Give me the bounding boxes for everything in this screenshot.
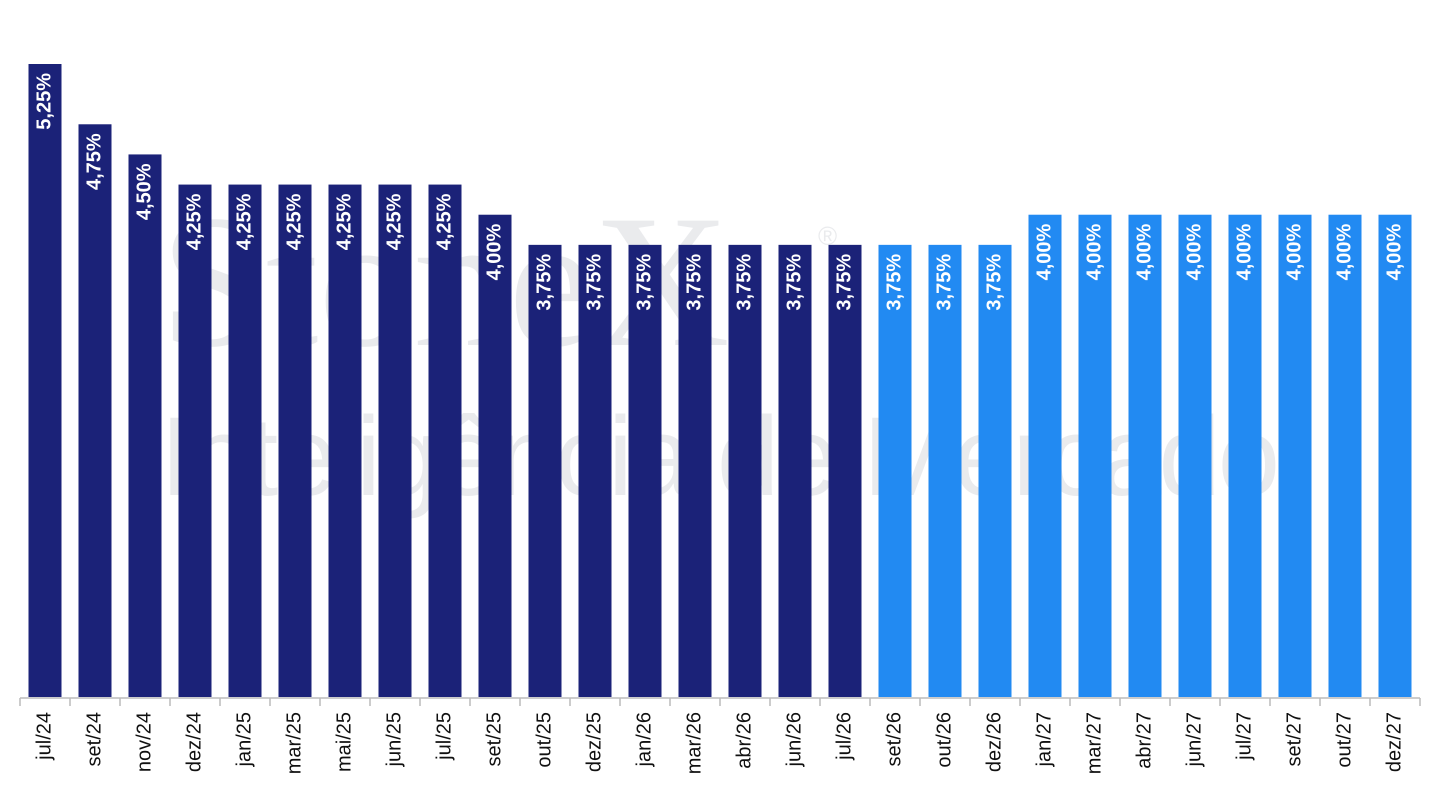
watermark: StoneX ® Inteligência de Mercado (160, 177, 1280, 519)
value-label: 4,25% (333, 193, 355, 250)
x-tick-label: dez/27 (1383, 712, 1405, 772)
bar (978, 244, 1012, 697)
bar (1328, 214, 1362, 697)
bar (1228, 214, 1262, 697)
value-label: 4,00% (483, 224, 505, 281)
x-tick-label: jan/25 (233, 712, 255, 768)
x-tick-label: nov/24 (133, 712, 155, 772)
bar (278, 184, 312, 698)
bar (228, 184, 262, 698)
x-tick-label: dez/25 (583, 712, 605, 772)
value-label: 4,00% (1033, 224, 1055, 281)
x-tick-label: abr/27 (1133, 712, 1155, 769)
value-label: 3,75% (583, 254, 605, 311)
value-label: 3,75% (983, 254, 1005, 311)
x-tick-label: mar/26 (683, 712, 705, 774)
x-tick-label: out/25 (533, 712, 555, 768)
x-tick-label: set/25 (483, 712, 505, 766)
value-label: 4,25% (183, 193, 205, 250)
value-label: 4,25% (433, 193, 455, 250)
value-label: 3,75% (783, 254, 805, 311)
bar (1278, 214, 1312, 697)
watermark-subtitle: Inteligência de Mercado (160, 394, 1280, 519)
bar (328, 184, 362, 698)
x-tick-label: jul/27 (1233, 712, 1255, 761)
x-tick-label: mar/25 (283, 712, 305, 774)
x-tick-label: set/26 (883, 712, 905, 766)
bar (78, 124, 112, 698)
bar (828, 244, 862, 697)
x-tick-label: jun/26 (783, 712, 805, 768)
x-tick-label: set/24 (83, 712, 105, 766)
value-label: 3,75% (733, 254, 755, 311)
x-tick-label: out/27 (1333, 712, 1355, 768)
bar (28, 64, 62, 697)
value-label: 4,25% (283, 193, 305, 250)
bar (778, 244, 812, 697)
bar (1128, 214, 1162, 697)
x-tick-label: dez/24 (183, 712, 205, 772)
bar (578, 244, 612, 697)
bar (178, 184, 212, 698)
value-label: 4,00% (1083, 224, 1105, 281)
value-label: 4,00% (1233, 224, 1255, 281)
bar (1378, 214, 1412, 697)
x-tick-label: jul/24 (33, 712, 55, 761)
x-tick-label: out/26 (933, 712, 955, 768)
x-tick-label: jul/25 (433, 712, 455, 761)
bar (878, 244, 912, 697)
x-tick-label: jan/26 (633, 712, 655, 768)
value-label: 4,25% (383, 193, 405, 250)
bar (628, 244, 662, 697)
value-label: 4,00% (1283, 224, 1305, 281)
value-label: 4,50% (133, 163, 155, 220)
value-label: 3,75% (683, 254, 705, 311)
value-label: 4,00% (1383, 224, 1405, 281)
bar (678, 244, 712, 697)
value-label: 4,25% (233, 193, 255, 250)
x-tick-label: mai/25 (333, 712, 355, 772)
bar (378, 184, 412, 698)
value-label: 3,75% (883, 254, 905, 311)
x-tick-label: jul/26 (833, 712, 855, 761)
value-label: 5,25% (33, 73, 55, 130)
x-tick-label: abr/26 (733, 712, 755, 769)
bar (428, 184, 462, 698)
x-tick-label: set/27 (1283, 712, 1305, 766)
bar (728, 244, 762, 697)
bar (928, 244, 962, 697)
value-label: 4,00% (1183, 224, 1205, 281)
bar (1078, 214, 1112, 697)
bar (128, 154, 162, 697)
value-label: 3,75% (533, 254, 555, 311)
value-label: 4,00% (1333, 224, 1355, 281)
bar (1178, 214, 1212, 697)
x-tick-label: jan/27 (1033, 712, 1055, 768)
value-label: 3,75% (933, 254, 955, 311)
value-label: 3,75% (833, 254, 855, 311)
value-label: 4,00% (1133, 224, 1155, 281)
watermark-registered: ® (818, 221, 837, 251)
value-label: 3,75% (633, 254, 655, 311)
bar (528, 244, 562, 697)
x-tick-label: dez/26 (983, 712, 1005, 772)
x-tick-label: jun/27 (1183, 712, 1205, 768)
bar (478, 214, 512, 697)
x-tick-label: mar/27 (1083, 712, 1105, 774)
x-tick-label: jun/25 (383, 712, 405, 768)
value-label: 4,75% (83, 133, 105, 190)
bar (1028, 214, 1062, 697)
